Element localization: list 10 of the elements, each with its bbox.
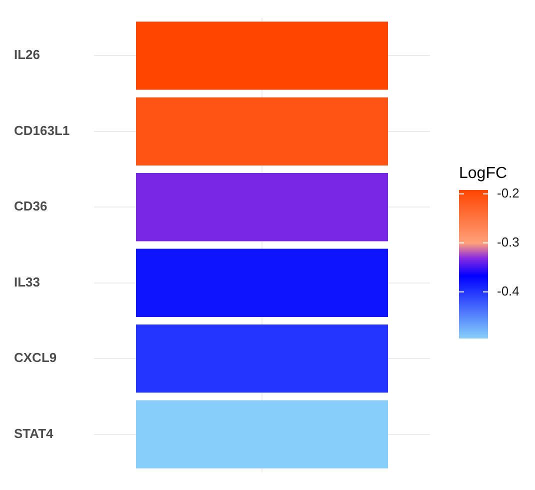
y-tick-label: IL33 xyxy=(14,274,40,290)
color-bar-label: -0.2 xyxy=(497,186,520,200)
color-bar-label: -0.4 xyxy=(497,284,520,299)
color-bar-label: -0.3 xyxy=(497,234,520,250)
y-tick-label: IL26 xyxy=(14,47,40,62)
y-tick-label: CD36 xyxy=(14,198,48,214)
y-tick-label: CD163L1 xyxy=(14,122,70,138)
y-tick-label: CXCL9 xyxy=(14,350,57,366)
y-tick-label: STAT4 xyxy=(14,426,54,441)
color-bar-title: LogFC xyxy=(459,165,508,182)
